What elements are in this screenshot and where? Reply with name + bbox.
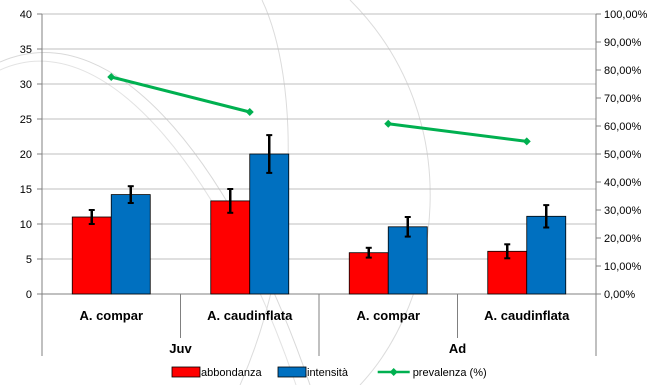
y-tick-label: 5 (26, 254, 32, 266)
bar-abbondanza (71, 216, 112, 295)
y-tick-label: 0 (26, 289, 32, 301)
prevalenza-marker (107, 73, 116, 81)
bar-abbondanza (210, 200, 251, 295)
y2-tick-label: 100,00% (604, 9, 648, 21)
prevalenza-marker (384, 119, 393, 128)
prevalenza-marker (245, 108, 254, 116)
category-label: A. compar (356, 308, 420, 323)
y2-tick-label: 70,00% (604, 93, 642, 105)
y2-tick-label: 20,00% (604, 233, 642, 245)
y-tick-label: 40 (20, 9, 32, 21)
y-tick-label: 20 (20, 149, 32, 161)
y-tick-label: 25 (20, 114, 32, 126)
y-tick-label: 30 (20, 79, 32, 91)
legend-swatch (277, 366, 307, 378)
bar-intensit (526, 215, 567, 295)
y2-tick-label: 90,00% (604, 37, 642, 49)
background-arc (349, 0, 431, 385)
legend-swatch (171, 366, 201, 378)
y-tick-label: 10 (20, 219, 32, 231)
y2-tick-label: 40,00% (604, 177, 642, 189)
category-label: A. compar (79, 308, 143, 323)
background-arc (0, 52, 311, 385)
legend-label: intensità (307, 367, 349, 379)
legend-label: prevalenza (%) (413, 367, 487, 379)
y2-tick-label: 10,00% (604, 261, 642, 273)
bar-abbondanza (348, 252, 389, 295)
y-tick-label: 35 (20, 44, 32, 56)
y2-tick-label: 30,00% (604, 205, 642, 217)
y2-tick-label: 80,00% (604, 65, 642, 77)
legend-marker (389, 368, 398, 376)
legend-label: abbondanza (201, 367, 262, 379)
y2-tick-label: 0,00% (604, 289, 635, 301)
prevalenza-marker (522, 137, 531, 146)
y2-tick-label: 50,00% (604, 149, 642, 161)
bar-intensit (110, 194, 151, 295)
y-tick-label: 15 (20, 184, 32, 196)
y2-tick-label: 60,00% (604, 121, 642, 133)
background-arc (0, 60, 297, 385)
prevalenza-line (110, 75, 251, 114)
category-label: A. caudinflata (207, 308, 293, 323)
category-label: A. caudinflata (484, 308, 570, 323)
prevalenza-line (388, 122, 527, 143)
group-label: Ad (449, 341, 466, 356)
bar-abbondanza (487, 250, 528, 295)
group-label: Juv (169, 341, 192, 356)
bar-intensit (249, 153, 290, 295)
bar-intensit (387, 226, 428, 295)
